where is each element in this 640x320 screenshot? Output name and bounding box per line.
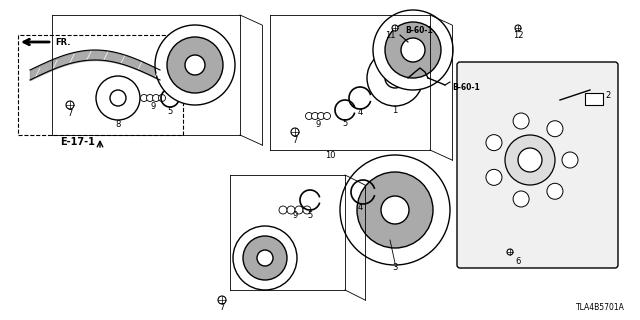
- Circle shape: [401, 38, 425, 62]
- Text: 10: 10: [324, 150, 335, 159]
- Circle shape: [513, 113, 529, 129]
- Circle shape: [392, 25, 398, 31]
- Circle shape: [385, 68, 405, 88]
- Circle shape: [385, 22, 441, 78]
- Text: 1: 1: [392, 106, 397, 115]
- Circle shape: [547, 183, 563, 199]
- Circle shape: [295, 206, 303, 214]
- Circle shape: [110, 90, 126, 106]
- Circle shape: [155, 25, 235, 105]
- Circle shape: [66, 101, 74, 109]
- Circle shape: [317, 113, 324, 119]
- Circle shape: [486, 135, 502, 151]
- Circle shape: [243, 236, 287, 280]
- Circle shape: [486, 169, 502, 185]
- Text: 7: 7: [67, 108, 73, 117]
- Circle shape: [303, 206, 311, 214]
- Text: 12: 12: [513, 30, 524, 39]
- FancyBboxPatch shape: [457, 62, 618, 268]
- Circle shape: [323, 113, 330, 119]
- Text: 6: 6: [515, 258, 521, 267]
- Circle shape: [167, 37, 223, 93]
- Text: 4: 4: [357, 108, 363, 116]
- Circle shape: [279, 206, 287, 214]
- Circle shape: [96, 76, 140, 120]
- Circle shape: [357, 172, 433, 248]
- Bar: [585, 93, 603, 105]
- Text: 7: 7: [220, 303, 225, 313]
- Text: B-60-1: B-60-1: [405, 26, 433, 35]
- Circle shape: [218, 296, 226, 304]
- Circle shape: [562, 152, 578, 168]
- Text: 4: 4: [357, 203, 363, 212]
- Text: 9: 9: [316, 119, 321, 129]
- Text: 2: 2: [605, 91, 611, 100]
- Circle shape: [287, 206, 295, 214]
- Circle shape: [141, 94, 147, 101]
- Text: 5: 5: [168, 107, 173, 116]
- Circle shape: [185, 55, 205, 75]
- Circle shape: [507, 249, 513, 255]
- Text: B-60-1: B-60-1: [452, 83, 480, 92]
- Text: 9: 9: [292, 212, 298, 220]
- Circle shape: [367, 50, 423, 106]
- Text: 5: 5: [342, 118, 348, 127]
- Text: 8: 8: [115, 119, 121, 129]
- Circle shape: [513, 191, 529, 207]
- Circle shape: [147, 94, 154, 101]
- Text: FR.: FR.: [55, 38, 70, 47]
- Text: 3: 3: [392, 263, 397, 273]
- Text: 11: 11: [385, 30, 396, 39]
- Circle shape: [373, 10, 453, 90]
- Circle shape: [518, 148, 542, 172]
- Circle shape: [312, 113, 319, 119]
- Circle shape: [381, 196, 409, 224]
- Circle shape: [257, 250, 273, 266]
- Text: TLA4B5701A: TLA4B5701A: [576, 303, 625, 312]
- Text: 9: 9: [150, 101, 156, 110]
- Circle shape: [505, 135, 555, 185]
- Circle shape: [305, 113, 312, 119]
- Circle shape: [547, 121, 563, 137]
- Text: 5: 5: [307, 212, 312, 220]
- Text: 7: 7: [292, 135, 298, 145]
- Circle shape: [291, 128, 299, 136]
- Bar: [18, 35, 183, 135]
- Circle shape: [340, 155, 450, 265]
- Text: E-17-1: E-17-1: [60, 137, 95, 147]
- Circle shape: [159, 94, 166, 101]
- Circle shape: [233, 226, 297, 290]
- Circle shape: [152, 94, 159, 101]
- Circle shape: [515, 25, 521, 31]
